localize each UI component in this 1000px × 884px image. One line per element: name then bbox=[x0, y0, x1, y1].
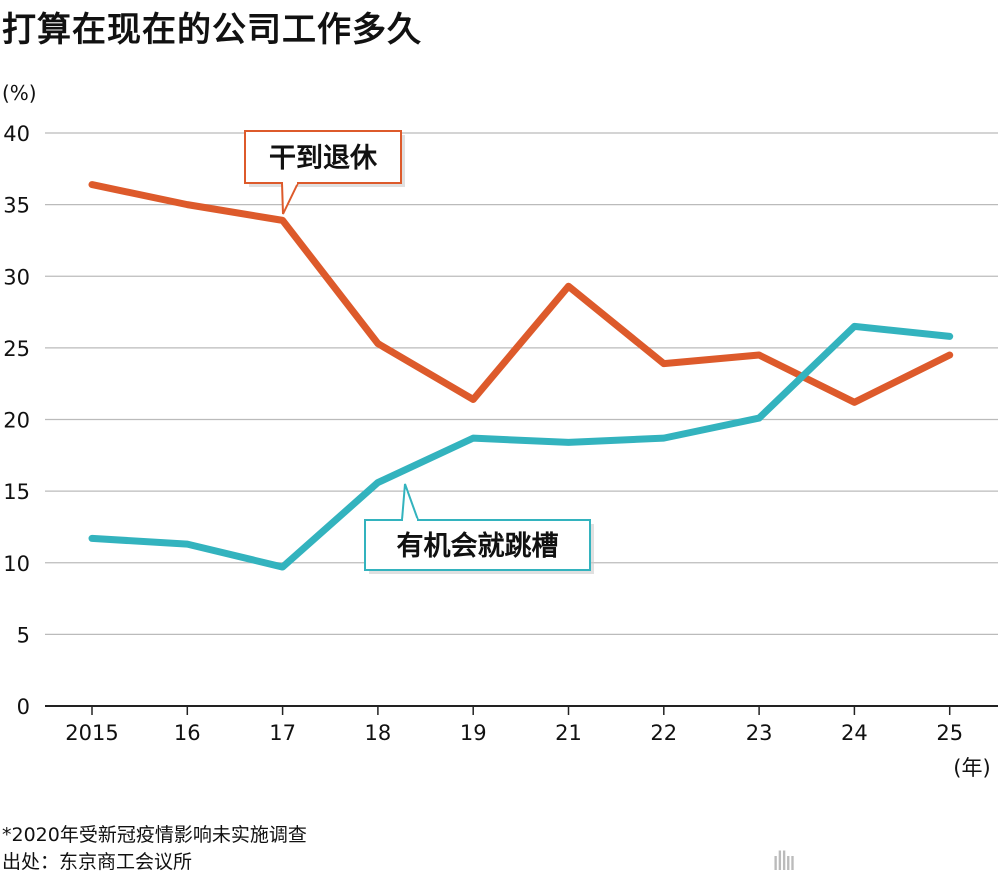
y-tick-label: 20 bbox=[3, 409, 30, 433]
y-tick-label: 0 bbox=[17, 695, 30, 719]
x-tick-label: 22 bbox=[650, 721, 677, 745]
legend-callout-retire-box bbox=[244, 130, 402, 184]
source: 出处：东京商工会议所 bbox=[2, 851, 193, 873]
x-tick-label: 2015 bbox=[65, 721, 118, 745]
legend-callout-retire-pointer bbox=[281, 182, 299, 215]
y-tick-label: 25 bbox=[3, 337, 30, 361]
series-line-0 bbox=[88, 181, 954, 406]
footnote-block: *2020年受新冠疫情影响未实施调查 出处：东京商工会议所 bbox=[2, 822, 307, 876]
series-line-1 bbox=[88, 322, 954, 571]
legend-callout-switch-pointer bbox=[401, 483, 419, 521]
y-tick-label: 15 bbox=[3, 480, 30, 504]
chart-title: 打算在现在的公司工作多久 bbox=[2, 10, 422, 50]
logo-bars-icon: ıllıı bbox=[772, 847, 796, 877]
legend-callout-switch-box bbox=[364, 519, 591, 571]
y-tick-label: 40 bbox=[3, 122, 30, 146]
y-tick-label: 5 bbox=[17, 623, 30, 647]
y-tick-label: 35 bbox=[3, 194, 30, 218]
y-tick-label: 30 bbox=[3, 265, 30, 289]
x-tick-label: 24 bbox=[841, 721, 868, 745]
x-axis-label: (年) bbox=[953, 756, 990, 780]
legend-callout-switch-label: 有机会就跳槽 bbox=[397, 531, 559, 562]
y-tick-label: 10 bbox=[3, 552, 30, 576]
x-tick-label: 23 bbox=[746, 721, 773, 745]
y-axis-label: (%) bbox=[2, 81, 37, 105]
nippon-logo: ıllıı nippon.com bbox=[772, 838, 1000, 884]
x-tick-label: 19 bbox=[460, 721, 487, 745]
x-tick-label: 16 bbox=[174, 721, 201, 745]
x-tick-label: 25 bbox=[936, 721, 963, 745]
x-tick-label: 18 bbox=[365, 721, 392, 745]
footnote: *2020年受新冠疫情影响未实施调查 bbox=[2, 824, 307, 846]
legend-callout-retire-label: 干到退休 bbox=[269, 143, 378, 174]
x-tick-label: 17 bbox=[269, 721, 296, 745]
x-tick-label: 21 bbox=[555, 721, 582, 745]
